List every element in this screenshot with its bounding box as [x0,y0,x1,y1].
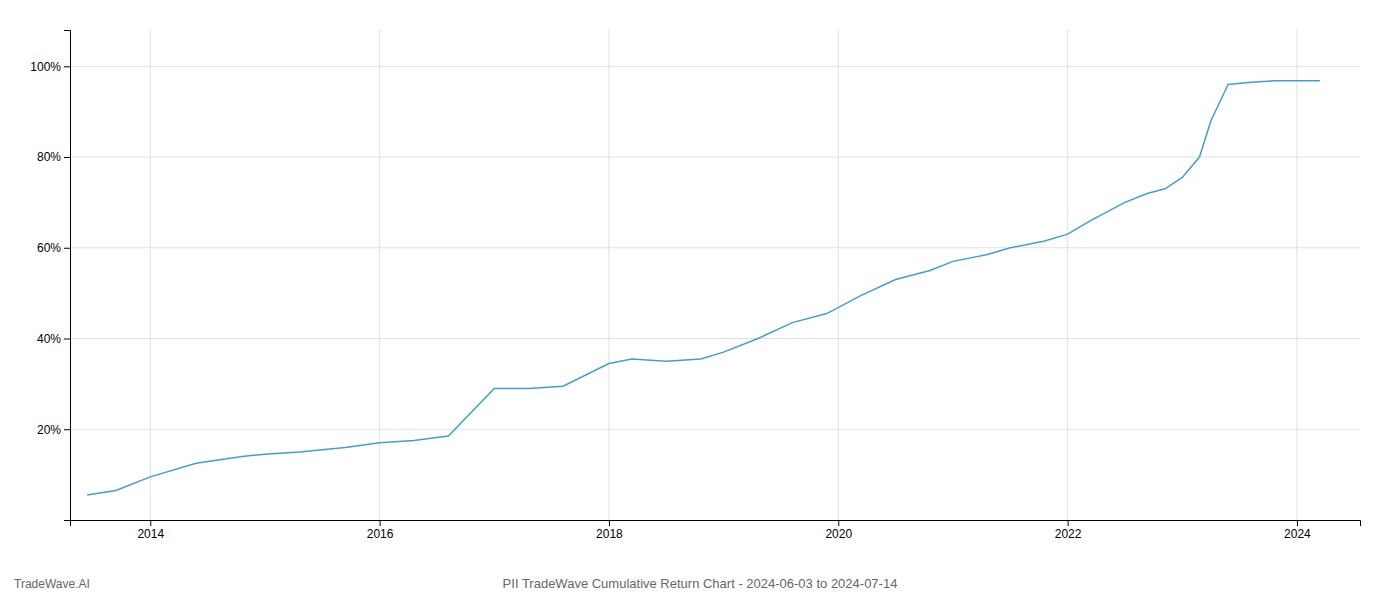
grid-line-y [70,338,1360,339]
x-tick-mark [1068,520,1069,526]
grid-line-x [608,30,609,520]
annotation: TradeWave.AI [14,577,90,591]
x-axis-line [71,521,1361,527]
plot-area [87,81,1320,495]
y-tick-mark [64,339,70,340]
grid-line-y [70,157,1360,158]
y-tick-mark [64,157,70,158]
x-tick-mark [609,520,610,526]
x-tick-label: 2018 [596,527,623,541]
x-tick: 2024 [1284,520,1311,541]
y-tick-label: 20% [37,423,61,437]
y-axis-line [64,31,71,521]
y-tick: 60% [37,241,70,255]
y-tick: 80% [37,150,70,164]
x-tick-label: 2016 [367,527,394,541]
y-tick-label: 80% [37,150,61,164]
grid [70,30,1360,520]
line [87,81,1320,495]
x-tick-label: 2022 [1055,527,1082,541]
grid-line-x [838,30,839,520]
y-tick: 100% [30,60,70,74]
chart: 2014 2016 2018 2020 2022 2024 20% 40% 60% 80% 100%… [0,0,1400,600]
x-tick: 2020 [825,520,852,541]
grid-line-y [70,66,1360,67]
grid-line-x [150,30,151,520]
x-tick-mark [380,520,381,526]
y-axis: 20% 40% 60% 80% 100% [30,31,70,521]
title: PII TradeWave Cumulative Return Chart - … [503,576,898,591]
y-tick-mark [64,429,70,430]
x-tick: 2014 [137,520,164,541]
grid-line-y [70,429,1360,430]
x-tick: 2022 [1055,520,1082,541]
x-tick-mark [838,520,839,526]
x-tick-mark [1297,520,1298,526]
x-tick: 2016 [367,520,394,541]
grid-line-x [1296,30,1297,520]
x-tick-label: 2024 [1284,527,1311,541]
grid-line-y [70,247,1360,248]
grid-line-x [379,30,380,520]
x-tick-label: 2014 [137,527,164,541]
y-tick: 40% [37,332,70,346]
y-tick-label: 60% [37,241,61,255]
y-tick-mark [64,248,70,249]
grid-line-x [1067,30,1068,520]
y-tick-mark [64,66,70,67]
y-tick: 20% [37,423,70,437]
x-tick-label: 2020 [825,527,852,541]
x-tick: 2018 [596,520,623,541]
x-tick-mark [150,520,151,526]
y-tick-label: 40% [37,332,61,346]
x-axis: 2014 2016 2018 2020 2022 2024 [71,520,1361,541]
y-tick-label: 100% [30,60,61,74]
